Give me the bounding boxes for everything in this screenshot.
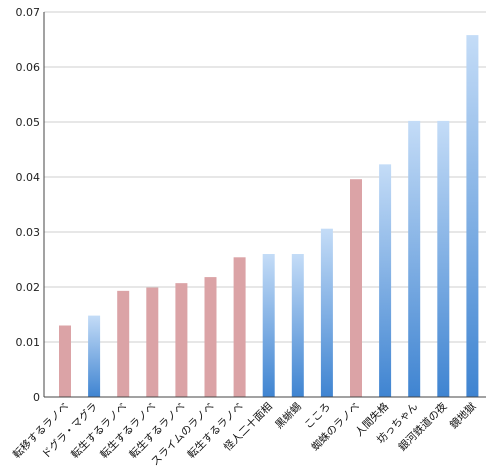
bar — [262, 254, 275, 397]
bar — [88, 315, 101, 397]
bar — [350, 179, 362, 397]
x-tick-label: 黒蜥蜴 — [272, 400, 303, 431]
y-tick-label: 0.02 — [16, 281, 41, 294]
bars — [59, 35, 479, 398]
y-tick-labels: 0 0.01 0.02 0.03 0.04 0.05 0.06 0.07 — [16, 6, 41, 404]
grid-lines — [44, 11, 486, 343]
y-tick-label: 0.04 — [16, 171, 41, 184]
bar — [320, 228, 333, 397]
bar — [379, 164, 392, 397]
bar — [204, 277, 217, 397]
y-tick-label: 0.07 — [16, 6, 41, 19]
bar — [408, 120, 421, 398]
category-labels: 転移するラノベドグラ・マグラ転生するラノベ転生するラノベ転生するラノベスライムの… — [10, 400, 479, 468]
bar — [291, 254, 304, 397]
bar — [117, 290, 130, 397]
bar — [466, 35, 479, 397]
bar — [175, 283, 188, 397]
bar — [146, 287, 159, 397]
bar — [233, 257, 246, 397]
bar — [59, 325, 71, 397]
bar — [437, 120, 450, 398]
y-tick-label: 0.06 — [16, 61, 41, 74]
y-tick-label: 0 — [33, 391, 40, 404]
y-tick-label: 0.05 — [16, 116, 41, 129]
axes — [43, 12, 486, 398]
x-tick-label: 鏡地獄 — [447, 400, 479, 432]
y-tick-label: 0.03 — [16, 226, 41, 239]
y-tick-label: 0.01 — [16, 336, 41, 349]
